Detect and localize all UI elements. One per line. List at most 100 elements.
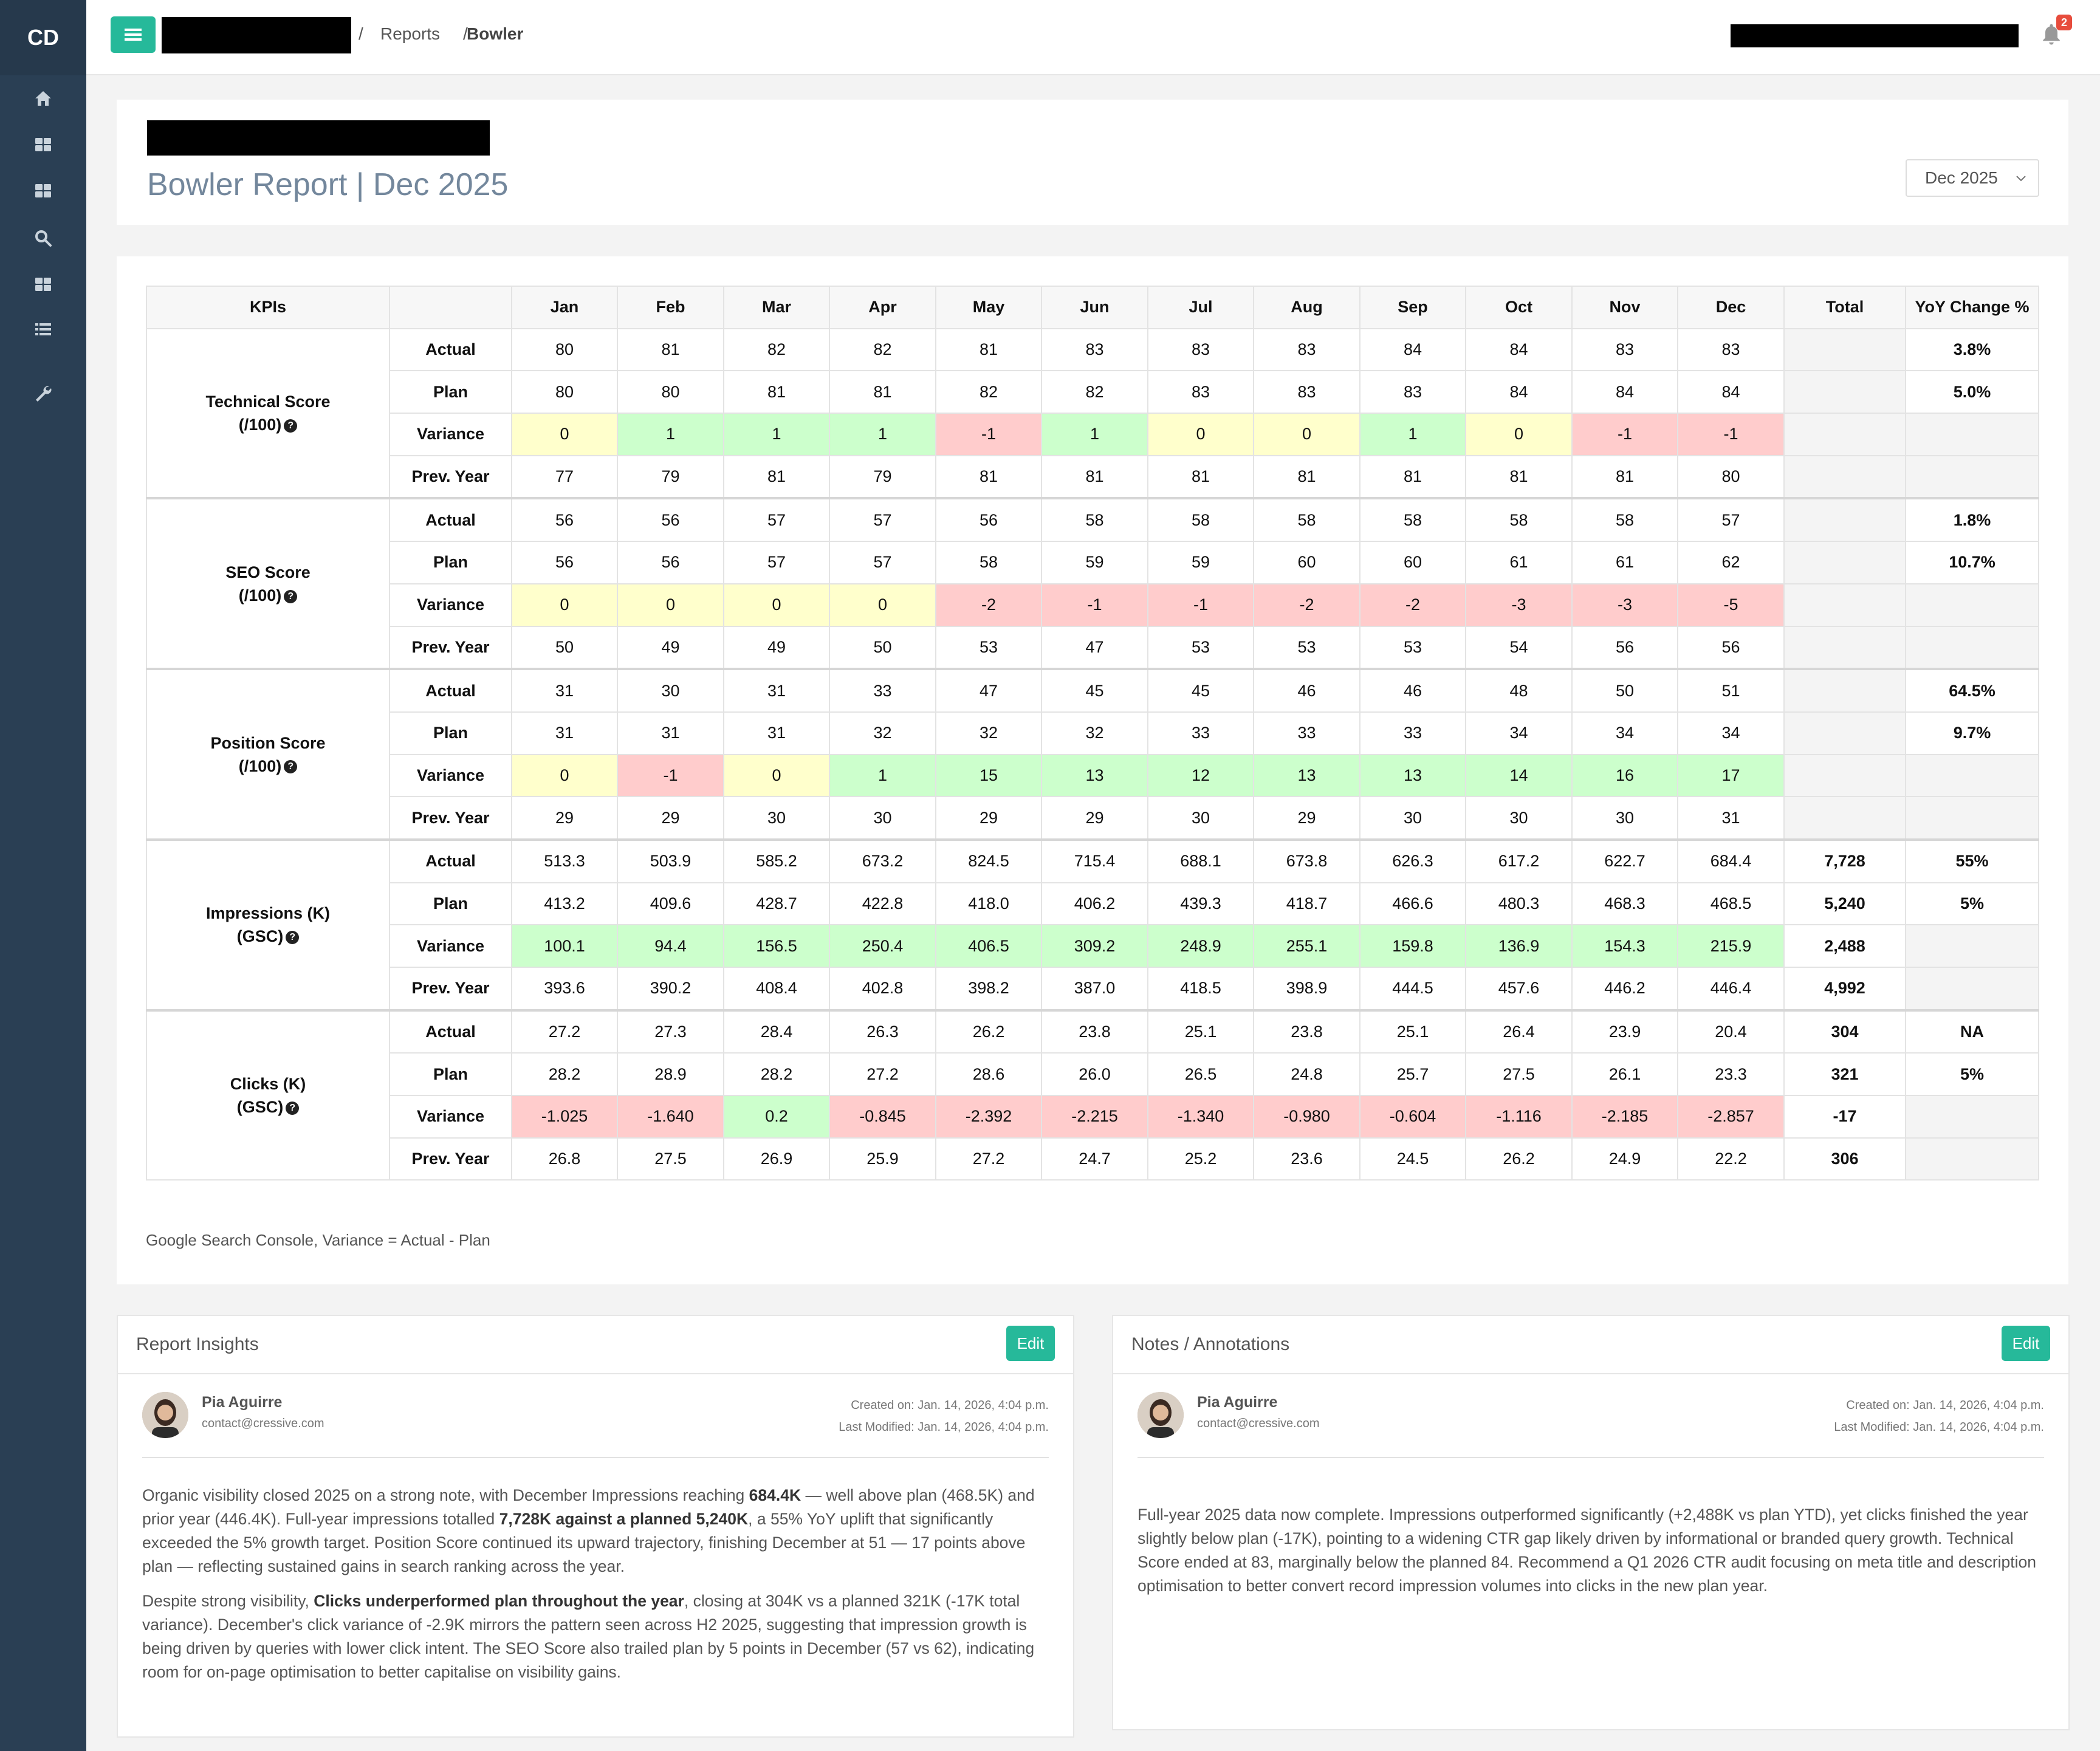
yoy-cell: 5.0% bbox=[1905, 370, 2039, 414]
table-cell: 100.1 bbox=[511, 924, 618, 968]
question-circle-icon[interactable]: ? bbox=[286, 931, 300, 945]
table-cell: 56 bbox=[935, 497, 1042, 543]
sidebar-item-dashboard[interactable] bbox=[0, 126, 86, 163]
breadcrumb-separator: / bbox=[463, 24, 468, 43]
table-cell: 80 bbox=[617, 370, 724, 414]
total-cell: 306 bbox=[1783, 1137, 1906, 1181]
created-timestamp: Created on: Jan. 14, 2026, 4:04 p.m. bbox=[851, 1399, 1049, 1412]
redacted-client-name bbox=[162, 17, 351, 53]
edit-notes-button[interactable]: Edit bbox=[2002, 1326, 2050, 1361]
table-cell: -0.980 bbox=[1253, 1095, 1361, 1139]
table-cell: 56 bbox=[511, 497, 618, 543]
table-row: Variance 0 1 1 1 -1 1 0 0 1 0 -1 -1 bbox=[146, 413, 2039, 456]
total-cell bbox=[1783, 413, 1906, 456]
row-label: Actual bbox=[389, 1009, 512, 1054]
table-cell: 0 bbox=[723, 583, 830, 627]
table-cell: 81 bbox=[1041, 454, 1148, 499]
table-row: Plan 28.2 28.9 28.2 27.2 28.6 26.0 26.5 24.8 25.7… bbox=[146, 1052, 2039, 1097]
question-circle-icon[interactable]: ? bbox=[284, 419, 298, 433]
table-cell: 406.2 bbox=[1041, 882, 1148, 926]
table-cell: 617.2 bbox=[1465, 838, 1573, 883]
table-cell: 57 bbox=[829, 497, 936, 543]
sidebar-item-apps[interactable] bbox=[0, 266, 86, 303]
table-cell: 49 bbox=[723, 625, 830, 670]
sidebar-item-tools[interactable] bbox=[0, 375, 86, 412]
table-cell: 154.3 bbox=[1571, 924, 1678, 968]
table-cell: 26.8 bbox=[511, 1137, 618, 1181]
table-cell: 61 bbox=[1571, 541, 1678, 584]
app-logo[interactable]: CD bbox=[0, 0, 86, 75]
bell-icon[interactable] bbox=[2039, 22, 2064, 46]
kpi-name: Position Score bbox=[210, 733, 326, 752]
question-circle-icon[interactable]: ? bbox=[286, 1101, 300, 1115]
row-label: Actual bbox=[389, 327, 512, 372]
sidebar-item-home[interactable] bbox=[0, 80, 86, 117]
table-row: Impressions (K) (GSC)? Actual 513.3 503.9 585… bbox=[146, 838, 2039, 1011]
notes-annotations-card: Notes / Annotations Edit Pia Aguirre con… bbox=[1112, 1315, 2070, 1730]
table-cell: 824.5 bbox=[935, 838, 1042, 883]
table-cell: 82 bbox=[935, 370, 1042, 414]
chevron-down-icon bbox=[2016, 176, 2026, 182]
table-cell: 29 bbox=[1041, 796, 1148, 840]
table-cell: 29 bbox=[617, 796, 724, 840]
table-cell: 33 bbox=[1147, 711, 1254, 755]
sidebar-item-grid[interactable] bbox=[0, 173, 86, 209]
table-cell: 46 bbox=[1359, 668, 1466, 713]
table-cell: -1 bbox=[1041, 583, 1148, 627]
column-header: Jul bbox=[1147, 286, 1254, 329]
total-cell: 5,240 bbox=[1783, 882, 1906, 926]
table-cell: -1.116 bbox=[1465, 1095, 1573, 1139]
table-cell: 32 bbox=[1041, 711, 1148, 755]
table-cell: 28.6 bbox=[935, 1052, 1042, 1097]
yoy-cell bbox=[1905, 967, 2039, 1011]
question-circle-icon[interactable]: ? bbox=[284, 760, 298, 774]
sidebar-item-search[interactable] bbox=[0, 220, 86, 256]
redacted-user-info[interactable] bbox=[1731, 24, 2019, 47]
column-header: KPIs bbox=[146, 286, 390, 329]
table-row: SEO Score (/100)? Actual 56 56 57 57 56 58 58 58 58… bbox=[146, 497, 2039, 670]
table-cell: 31 bbox=[723, 668, 830, 713]
table-cell: 56 bbox=[1571, 625, 1678, 670]
table-cell: 26.2 bbox=[935, 1009, 1042, 1054]
table-cell: 408.4 bbox=[723, 967, 830, 1011]
question-circle-icon[interactable]: ? bbox=[284, 589, 298, 603]
table-cell: 83 bbox=[1147, 370, 1254, 414]
edit-insights-button[interactable]: Edit bbox=[1006, 1326, 1055, 1361]
avatar bbox=[142, 1392, 188, 1438]
table-cell: 82 bbox=[1041, 370, 1148, 414]
table-cell: 26.1 bbox=[1571, 1052, 1678, 1097]
menu-toggle-button[interactable] bbox=[111, 16, 156, 53]
table-cell: 84 bbox=[1677, 370, 1785, 414]
table-cell: 81 bbox=[723, 454, 830, 499]
table-cell: 413.2 bbox=[511, 882, 618, 926]
table-cell: 418.7 bbox=[1253, 882, 1361, 926]
table-cell: -1 bbox=[617, 753, 724, 798]
table-cell: 83 bbox=[1147, 327, 1254, 372]
hamburger-icon bbox=[125, 29, 142, 41]
table-row: Prev. Year 26.8 27.5 26.9 25.9 27.2 24.7 25.2 23… bbox=[146, 1137, 2039, 1181]
table-cell: 26.3 bbox=[829, 1009, 936, 1054]
yoy-cell bbox=[1905, 413, 2039, 456]
table-cell: 24.9 bbox=[1571, 1137, 1678, 1181]
dashboard-icon bbox=[35, 138, 51, 151]
table-cell: 81 bbox=[935, 327, 1042, 372]
table-cell: 83 bbox=[1677, 327, 1785, 372]
breadcrumb-current: Bowler bbox=[467, 24, 524, 43]
row-label: Plan bbox=[389, 370, 512, 414]
table-cell: 53 bbox=[1147, 625, 1254, 670]
kpi-unit: (/100)? bbox=[147, 755, 389, 778]
table-cell: 23.6 bbox=[1253, 1137, 1361, 1181]
sidebar: CD bbox=[0, 0, 86, 1751]
column-header bbox=[389, 286, 512, 329]
month-select[interactable]: Dec 2025 bbox=[1906, 159, 2039, 197]
page-title: Bowler Report | Dec 2025 bbox=[147, 167, 509, 202]
table-cell: 59 bbox=[1041, 541, 1148, 584]
table-cell: 1 bbox=[723, 413, 830, 456]
table-cell: 673.8 bbox=[1253, 838, 1361, 883]
insights-body: Organic visibility closed 2025 on a stro… bbox=[142, 1484, 1049, 1695]
breadcrumb-reports-link[interactable]: Reports bbox=[380, 24, 441, 43]
table-cell: 0 bbox=[617, 583, 724, 627]
total-cell bbox=[1783, 454, 1906, 499]
sidebar-item-list[interactable] bbox=[0, 311, 86, 348]
table-cell: 45 bbox=[1147, 668, 1254, 713]
